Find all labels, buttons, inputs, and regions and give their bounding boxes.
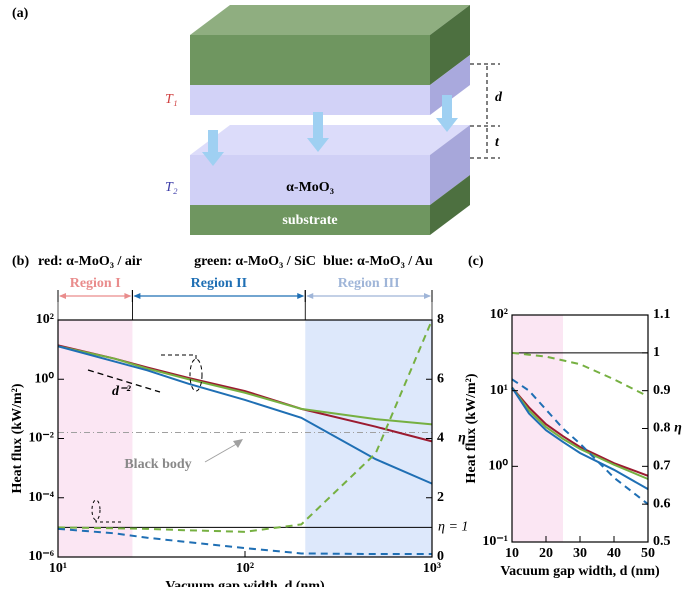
y2-tick-label: 0.5 <box>653 534 671 549</box>
layer-label: α-MoO₃ <box>286 180 334 195</box>
x-tick-label: 40 <box>607 546 621 561</box>
slab-front <box>190 35 430 85</box>
y-tick-label: 10² <box>36 312 54 327</box>
black-body-label: Black body <box>124 457 191 472</box>
t-label: t <box>495 135 500 150</box>
y-axis-label: Heat flux (kW/m²) <box>464 373 479 483</box>
y2-tick-label: 1.1 <box>653 307 671 322</box>
layer-side <box>430 55 470 115</box>
y2-axis-label: η <box>458 431 466 446</box>
y2-tick-label: 6 <box>437 371 444 386</box>
y2-tick-label: 0.6 <box>653 496 671 511</box>
panel: 10 20 30 40 50 10⁻¹ 10⁰ 10¹ 10² 0.5 0.6 0.7 0.8 0.9 1 1… <box>464 254 682 579</box>
dimension-lines <box>470 63 500 159</box>
panel-a: (a) d t T₁ T₂ α-MoO₃ substrate <box>12 5 503 235</box>
slab-top <box>190 5 470 35</box>
layer-side <box>430 125 470 205</box>
axis-marker <box>189 358 203 392</box>
black-body-arrow <box>204 441 241 463</box>
axis-marker <box>91 499 101 521</box>
series-line <box>57 345 433 426</box>
heat-arrows <box>202 95 458 166</box>
series-line <box>511 386 649 480</box>
x-tick-label: 20 <box>539 546 553 561</box>
arrow-head <box>424 293 431 299</box>
axis-marker-arrow <box>95 520 122 523</box>
x-tick-label: 10³ <box>423 561 441 576</box>
y2-tick-label: 0.7 <box>653 459 671 474</box>
y2-tick-label: 8 <box>437 312 444 327</box>
y-tick-label: 10² <box>490 307 508 322</box>
y-axis-label: Heat flux (kW/m²) <box>10 383 25 493</box>
arrow-head <box>133 293 141 299</box>
y2-axis-label: η <box>674 421 682 436</box>
panel: Region I Region II Region III Black body η =… <box>10 254 468 592</box>
arrow-head <box>306 293 314 299</box>
axis-marker-arrow <box>158 354 197 359</box>
region-label: Region III <box>338 276 400 291</box>
y2-tick-label: 0.9 <box>653 383 671 398</box>
d-label: d <box>495 90 503 105</box>
x-tick-label: 10¹ <box>49 561 67 576</box>
y-tick-label: 10⁰ <box>488 459 508 474</box>
header: blue: α-MoO₃ / Au <box>323 254 433 269</box>
series-line <box>511 386 649 477</box>
series-line <box>511 386 649 490</box>
layer-top <box>190 125 470 155</box>
y-tick-label: 10⁻⁴ <box>28 490 54 505</box>
slab-side <box>430 5 470 85</box>
slope-label: d⁻² <box>112 384 131 399</box>
y-tick-label: 10⁰ <box>34 371 54 386</box>
y2-tick-label: 4 <box>437 431 444 446</box>
y-tick-label: 10⁻⁶ <box>28 549 54 564</box>
panel-label: (c) <box>468 254 484 269</box>
x-tick-label: 10² <box>236 561 254 576</box>
y-tick-label: 10⁻² <box>28 431 54 446</box>
panel-label: (a) <box>12 6 29 21</box>
y2-tick-label: 0 <box>437 549 444 564</box>
region-label: Region II <box>191 276 247 291</box>
arrow-head <box>124 293 132 299</box>
region-label: Region I <box>70 276 121 291</box>
x-tick-label: 50 <box>641 546 655 561</box>
x-axis-label: Vacuum gap width, d (nm) <box>165 579 325 587</box>
arrow-head <box>297 293 305 299</box>
x-tick-label: 10 <box>505 546 519 561</box>
y-tick-label: 10¹ <box>490 383 508 398</box>
arrow-head <box>233 439 243 448</box>
series-line <box>57 527 432 556</box>
panel-label: (b) <box>12 254 29 269</box>
series-line <box>57 345 433 485</box>
region-shade <box>512 315 563 542</box>
series-line <box>511 351 649 398</box>
layer-front <box>190 155 430 205</box>
series-line <box>57 319 433 533</box>
substrate-front <box>190 205 430 235</box>
substrate-label: substrate <box>282 213 337 228</box>
eta-ref-label: η = 1 <box>438 520 468 535</box>
x-axis-label: Vacuum gap width, d (nm) <box>500 564 660 579</box>
y2-tick-label: 2 <box>437 490 444 505</box>
slope-line <box>87 369 161 393</box>
x-tick-label: 30 <box>573 546 587 561</box>
y-tick-label: 10⁻¹ <box>482 534 508 549</box>
y2-tick-label: 0.8 <box>653 421 671 436</box>
substrate-side <box>430 175 470 235</box>
y2-tick-label: 1 <box>653 345 660 360</box>
header: red: α-MoO₃ / air <box>38 254 142 269</box>
arrow-head <box>59 293 66 299</box>
t2-label: T₂ <box>165 180 178 195</box>
layer-front <box>190 85 430 115</box>
t1-label: T₁ <box>165 92 178 107</box>
header: green: α-MoO₃ / SiC <box>194 254 316 269</box>
region-shade <box>305 320 432 557</box>
